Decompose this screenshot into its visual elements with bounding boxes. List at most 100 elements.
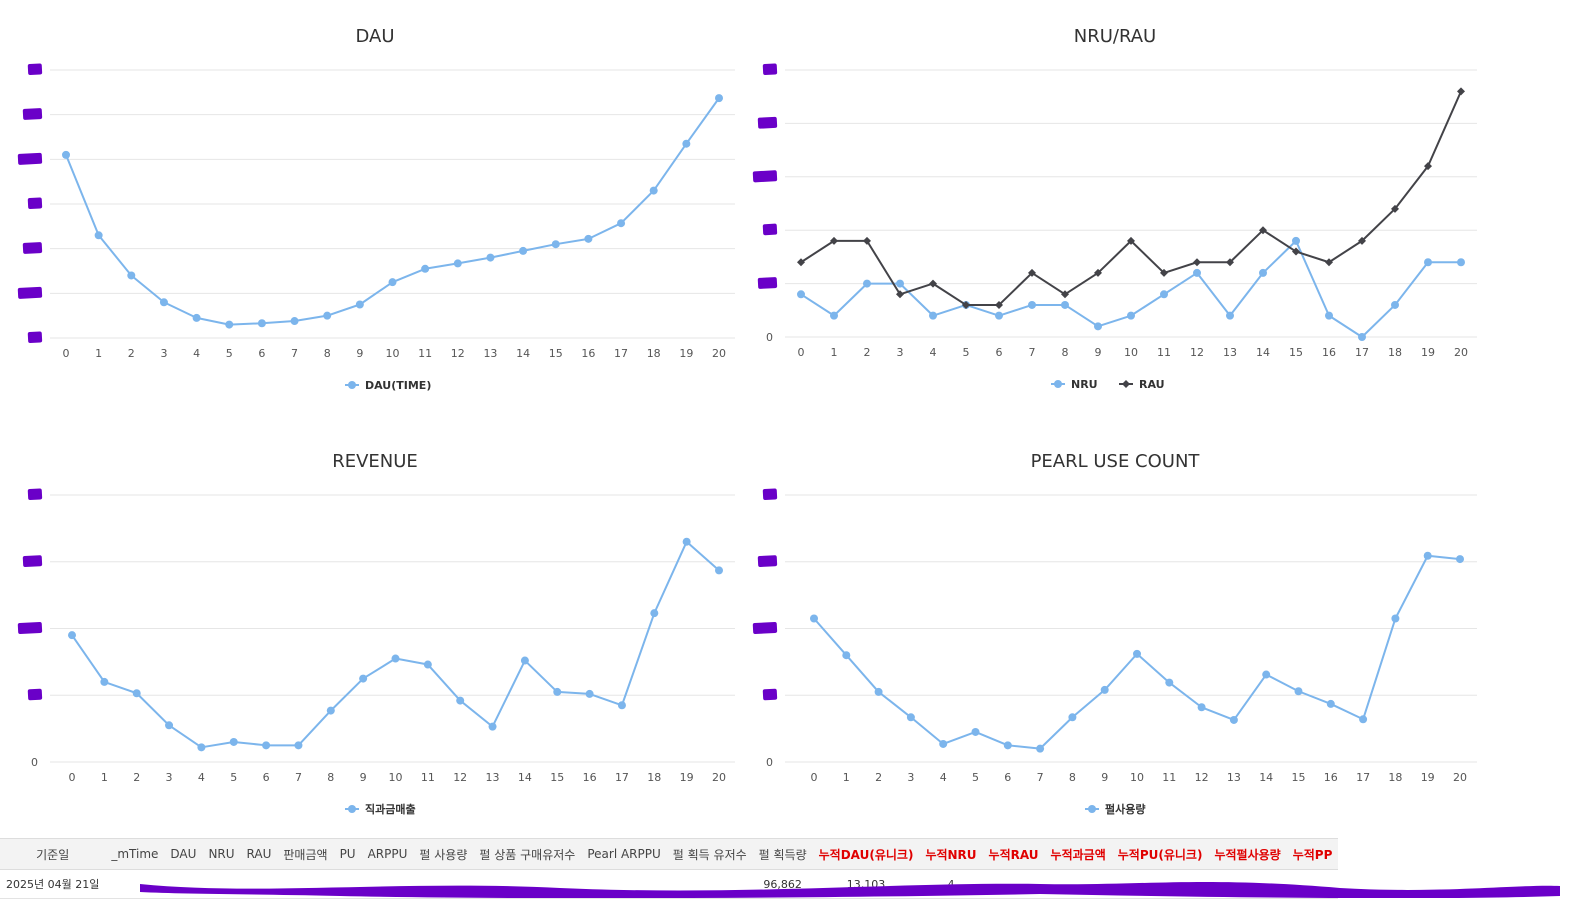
- table-header-cell[interactable]: RAU: [240, 838, 278, 870]
- x-tick-label: 13: [1227, 771, 1241, 784]
- data-point: [1259, 268, 1267, 277]
- y-tick-redaction: [757, 555, 778, 568]
- data-point: [453, 259, 462, 268]
- data-point: [1160, 290, 1168, 299]
- data-point: [1358, 236, 1366, 245]
- x-tick-label: 6: [996, 346, 1003, 359]
- x-tick-label: 12: [453, 771, 467, 784]
- x-tick-label: 19: [679, 347, 693, 360]
- table-header-cell[interactable]: 누적RAU: [982, 838, 1045, 870]
- data-point: [617, 701, 626, 710]
- x-tick-label: 14: [518, 771, 532, 784]
- x-tick-label: 6: [263, 771, 270, 784]
- x-tick-label: 14: [1259, 771, 1273, 784]
- x-tick-label: 2: [133, 771, 140, 784]
- data-point: [68, 631, 76, 640]
- data-point: [421, 264, 430, 273]
- data-point: [797, 290, 805, 299]
- data-point: [1262, 670, 1271, 679]
- data-point: [456, 696, 465, 705]
- table-header-cell[interactable]: 펄 획득량: [752, 838, 813, 870]
- data-point: [1100, 685, 1109, 694]
- data-point: [830, 236, 838, 245]
- data-point: [326, 706, 335, 715]
- x-tick-label: 0: [69, 771, 76, 784]
- x-tick-label: 1: [101, 771, 108, 784]
- table-header-cell[interactable]: 누적NRU: [919, 838, 983, 870]
- series-line-1: [65, 97, 720, 326]
- data-point: [1127, 236, 1135, 245]
- table-cell: 4: [919, 869, 983, 899]
- data-point: [1028, 300, 1036, 309]
- data-point: [971, 727, 980, 736]
- x-tick-label: 19: [1421, 771, 1435, 784]
- table-cell: [581, 869, 667, 899]
- x-tick-label: 3: [897, 346, 904, 359]
- table-cell: [240, 869, 278, 899]
- data-point: [995, 311, 1003, 320]
- data-point: [1229, 715, 1238, 724]
- x-tick-label: 0: [63, 347, 70, 360]
- data-point: [391, 654, 400, 663]
- data-point: [896, 279, 904, 288]
- x-tick-label: 7: [1037, 771, 1044, 784]
- data-point: [1391, 300, 1399, 309]
- x-tick-label: 2: [875, 771, 882, 784]
- x-tick-label: 17: [1355, 346, 1369, 359]
- data-point: [1193, 258, 1201, 267]
- x-tick-label: 18: [1388, 346, 1402, 359]
- y-tick-redaction: [27, 63, 43, 75]
- data-point: [159, 298, 168, 307]
- table-header-cell[interactable]: Pearl ARPPU: [581, 838, 667, 870]
- nru-rau-chart: NRU/RAU 0 0 1 2 3 4 5 6 7 8 9 10 11 12 13 14 15 16 17 18 19 20…: [745, 0, 1505, 410]
- data-point: [863, 236, 871, 245]
- data-point: [127, 271, 136, 280]
- table-header-cell[interactable]: ARPPU: [361, 838, 414, 870]
- x-tick-label: 18: [647, 771, 661, 784]
- table-header-cell[interactable]: DAU: [164, 838, 203, 870]
- table-header-cell[interactable]: 펄 획득 유저수: [666, 838, 753, 870]
- table-header-cell[interactable]: 누적DAU(유니크): [812, 838, 920, 870]
- table-header-cell[interactable]: 누적펄사용량: [1208, 838, 1287, 870]
- data-point: [1456, 555, 1464, 564]
- x-tick-label: 12: [1195, 771, 1209, 784]
- table-header-cell[interactable]: 누적PP: [1286, 838, 1339, 870]
- table-header-cell[interactable]: NRU: [202, 838, 241, 870]
- table-header-cell[interactable]: PU: [333, 838, 362, 870]
- data-point: [225, 320, 234, 329]
- table-header-cell[interactable]: 기준일: [0, 838, 106, 870]
- table-cell: [333, 869, 362, 899]
- chart-title: REVENUE: [332, 451, 418, 472]
- data-point: [290, 317, 299, 326]
- data-point: [1127, 311, 1135, 320]
- data-point: [1193, 268, 1201, 277]
- table-header-cell[interactable]: 펄 사용량: [413, 838, 474, 870]
- x-tick-label: 0: [798, 346, 805, 359]
- data-point: [929, 311, 937, 320]
- x-tick-label: 8: [1069, 771, 1076, 784]
- x-tick-label: 10: [1124, 346, 1138, 359]
- table-cell: [1111, 869, 1209, 899]
- x-tick-label: 16: [1324, 771, 1338, 784]
- data-point: [1424, 162, 1432, 171]
- table-cell: [105, 869, 165, 899]
- x-tick-label: 14: [516, 347, 530, 360]
- data-point: [388, 278, 397, 287]
- series-line-1: [71, 540, 720, 749]
- x-tick-label: 3: [160, 347, 167, 360]
- y-tick-redaction: [752, 621, 778, 635]
- data-point: [1028, 268, 1036, 277]
- data-point: [585, 689, 594, 698]
- x-tick-label: 17: [615, 771, 629, 784]
- x-tick-label: 15: [550, 771, 564, 784]
- table-header-cell[interactable]: _mTime: [105, 838, 165, 870]
- table-header-cell[interactable]: 판매금액: [277, 838, 334, 870]
- table-header-cell[interactable]: 누적과금액: [1044, 838, 1112, 870]
- revenue-chart: REVENUE 0 0 1 2 3 4 5 6 7 8 9 10 11 12 13 14 15 16 17 18 19 20…: [0, 425, 750, 835]
- data-point: [810, 614, 818, 623]
- data-point: [519, 246, 528, 255]
- x-tick-label: 0: [811, 771, 818, 784]
- table-header-cell[interactable]: 누적PU(유니크): [1111, 838, 1209, 870]
- data-point: [896, 290, 904, 299]
- table-header-cell[interactable]: 펄 상품 구매유저수: [473, 838, 582, 870]
